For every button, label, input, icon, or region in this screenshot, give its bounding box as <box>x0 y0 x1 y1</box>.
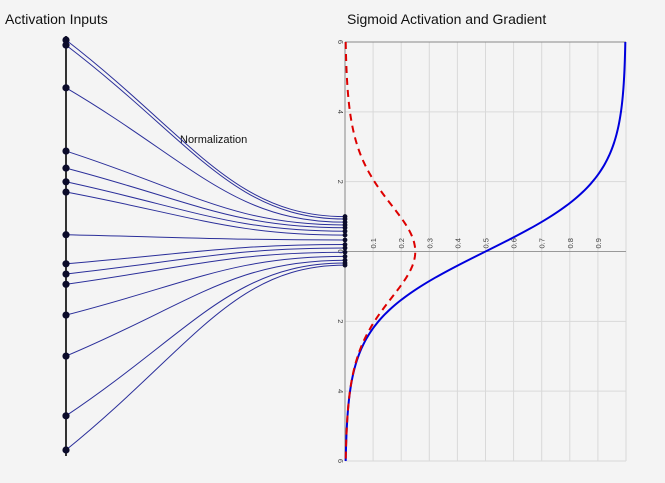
input-point <box>62 446 70 454</box>
connection-line <box>65 262 346 417</box>
y-tick-label: 0.7 <box>538 238 547 248</box>
y-tick-label: 0.2 <box>397 238 406 248</box>
x-tick-label: 0 <box>336 249 345 253</box>
connection-line <box>65 191 346 236</box>
normalized-point <box>342 225 348 231</box>
left-title: Activation Inputs <box>5 11 108 27</box>
input-point <box>62 178 70 186</box>
normalized-points <box>342 214 348 268</box>
input-point <box>62 36 70 44</box>
y-tick-label: 0.9 <box>594 238 603 248</box>
input-point <box>62 188 70 196</box>
y-tick-label: 0.3 <box>425 238 434 248</box>
connection-line <box>65 255 346 316</box>
y-tick-label: 0.1 <box>369 238 378 248</box>
normalized-point <box>342 253 348 259</box>
input-point <box>62 164 70 172</box>
x-tick-label: 4 <box>336 389 345 393</box>
normalized-point <box>342 262 348 268</box>
input-point <box>62 352 70 360</box>
connection-line <box>65 167 346 229</box>
normalized-point <box>342 249 348 255</box>
input-points <box>62 36 70 454</box>
y-tick-label: 0.5 <box>482 238 491 248</box>
normalized-point <box>342 232 348 238</box>
connection-line <box>65 181 346 232</box>
x-tick-label: 6 <box>336 459 345 463</box>
normalized-point <box>342 245 348 251</box>
normalized-point <box>342 242 348 247</box>
normalization-label: Normalization <box>180 134 247 146</box>
connection-line <box>65 264 346 451</box>
y-tick-label: 0.6 <box>510 238 519 248</box>
connection-line <box>65 150 346 226</box>
input-point <box>62 147 70 155</box>
input-point <box>62 41 70 49</box>
x-tick-label: 2 <box>336 319 345 323</box>
input-point <box>62 260 70 268</box>
normalized-point <box>342 228 348 234</box>
y-tick-labels: 0.1 0.2 0.3 0.4 0.5 0.6 0.7 0.8 0.9 <box>369 238 603 248</box>
connection-line <box>65 247 346 275</box>
connection-line <box>65 259 346 357</box>
connection-line <box>65 39 346 218</box>
connection-line <box>65 234 346 241</box>
normalization-connections <box>65 39 346 451</box>
input-point <box>62 412 70 420</box>
y-tick-label: 0.8 <box>566 238 575 248</box>
connection-line <box>65 244 346 265</box>
x-tick-labels: 6 4 2 0 2 4 6 <box>336 40 345 463</box>
x-tick-label: 6 <box>336 40 345 44</box>
input-point <box>62 231 70 239</box>
x-tick-label: 4 <box>336 110 345 114</box>
connection-line <box>65 44 346 220</box>
sigmoid-curve <box>344 41 627 462</box>
connection-line <box>65 251 346 285</box>
input-point <box>62 280 70 288</box>
x-tick-label: 2 <box>336 180 345 184</box>
connection-line <box>65 87 346 223</box>
input-point <box>62 311 70 319</box>
right-title: Sigmoid Activation and Gradient <box>347 11 546 27</box>
input-point <box>62 270 70 278</box>
normalized-point <box>342 237 348 243</box>
y-tick-label: 0.4 <box>453 238 462 248</box>
input-point <box>62 84 70 92</box>
